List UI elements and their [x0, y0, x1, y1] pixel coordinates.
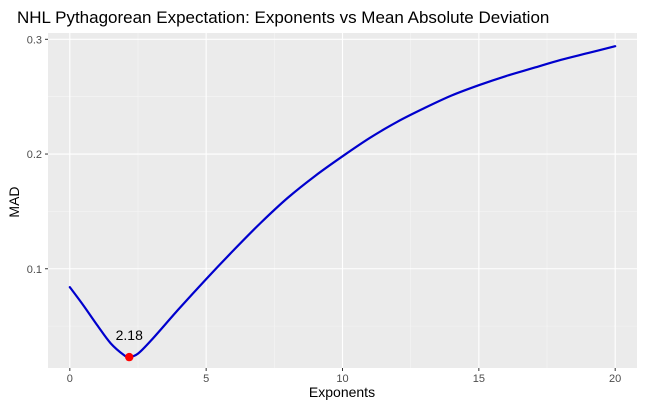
x-tick-label: 5 — [203, 373, 209, 385]
x-axis-title: Exponents — [309, 384, 375, 400]
minimum-point — [125, 352, 134, 362]
y-axis-title: MAD — [6, 186, 22, 217]
chart-title: NHL Pythagorean Expectation: Exponents v… — [17, 8, 549, 27]
x-axis: 0 5 10 15 20 — [67, 368, 621, 385]
x-tick-label: 15 — [473, 373, 485, 385]
x-tick-label: 10 — [336, 373, 348, 385]
grid-major — [48, 33, 637, 368]
y-tick-label: 0.1 — [27, 264, 42, 276]
highlight-layer: 2.18 — [116, 327, 143, 362]
y-tick-label: 0.2 — [27, 149, 42, 161]
series-layer — [68, 45, 617, 359]
y-tick-label: 0.3 — [27, 34, 42, 46]
minimum-label: 2.18 — [116, 327, 143, 343]
x-tick-label: 20 — [609, 373, 621, 385]
y-axis: 0.1 0.2 0.3 — [27, 34, 48, 276]
x-tick-label: 0 — [67, 373, 73, 385]
series-line — [68, 45, 617, 359]
